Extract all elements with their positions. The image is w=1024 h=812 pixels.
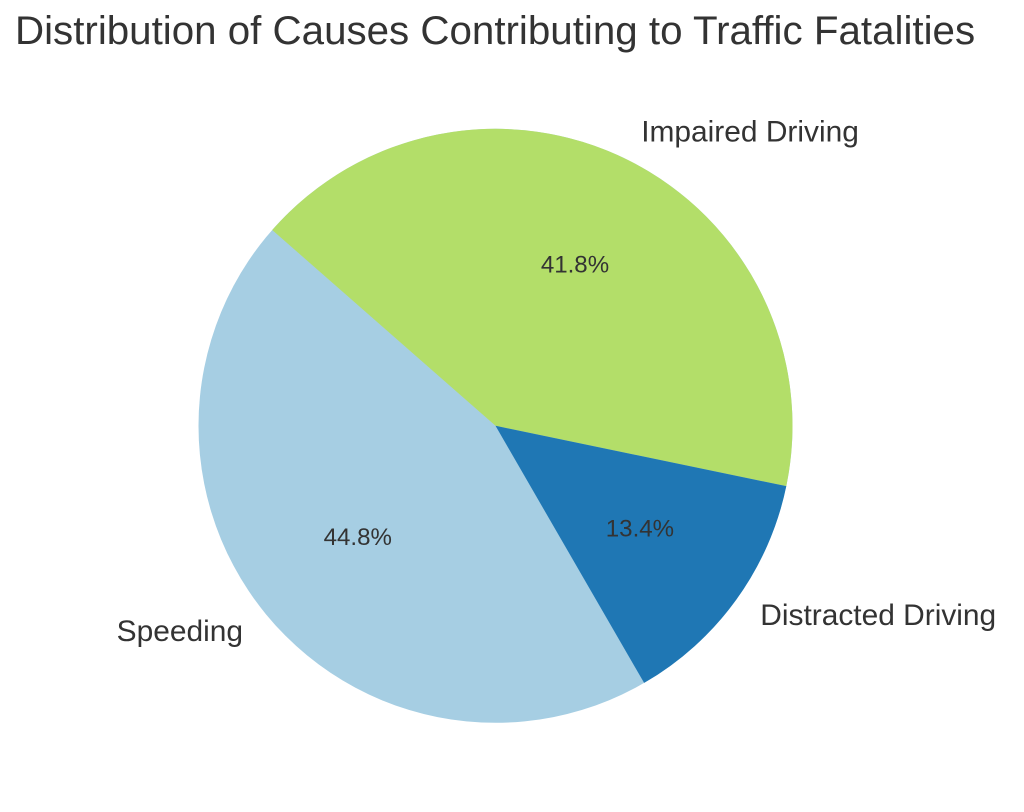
svg-text:41.8%: 41.8% (541, 252, 609, 279)
svg-text:Distracted Driving: Distracted Driving (760, 599, 996, 632)
svg-text:44.8%: 44.8% (324, 524, 392, 551)
svg-text:Speeding: Speeding (117, 615, 243, 648)
svg-text:Impaired Driving: Impaired Driving (641, 115, 859, 148)
svg-text:13.4%: 13.4% (606, 516, 674, 543)
